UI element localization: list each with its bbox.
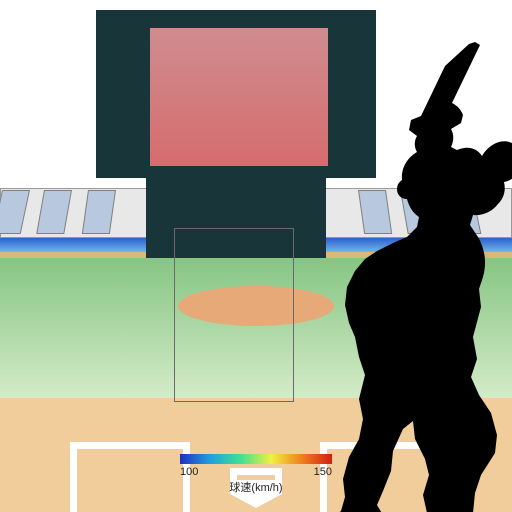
speed-tick-min: 100 [180,466,198,478]
batter-silhouette [296,42,512,512]
pitch-location-scene: 100 150 球速(km/h) [0,0,512,512]
strike-zone [174,228,294,402]
